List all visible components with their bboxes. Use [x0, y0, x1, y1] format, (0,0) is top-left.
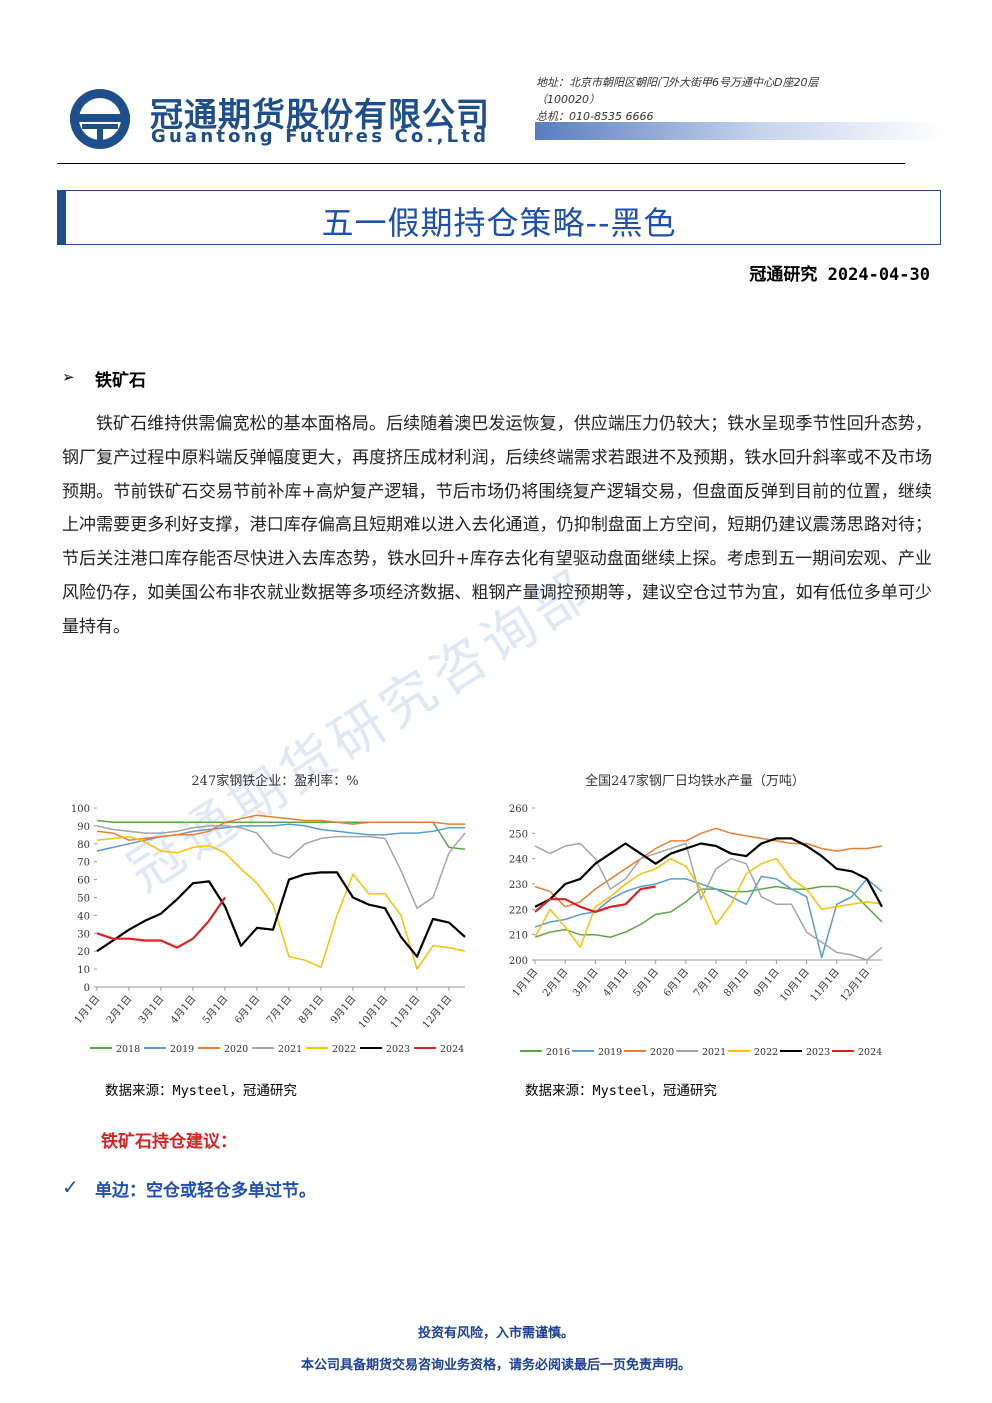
x-tick-label: 4月1日	[168, 993, 198, 1026]
y-tick-label: 60	[77, 876, 90, 887]
x-tick-label: 10月1日	[356, 993, 390, 1031]
chart-title: 全国247家钢厂日均铁水产量（万吨）	[585, 773, 805, 789]
y-tick-label: 0	[84, 983, 90, 994]
x-tick-label: 6月1日	[661, 966, 691, 999]
y-tick-label: 250	[509, 829, 528, 840]
legend-label: 2021	[278, 1044, 302, 1055]
legend-label: 2020	[650, 1047, 674, 1058]
legend-label: 2022	[754, 1047, 778, 1058]
y-tick-label: 70	[77, 858, 90, 869]
series-line	[96, 871, 466, 958]
legend-label: 2020	[224, 1044, 248, 1055]
chart-title: 247家钢铁企业：盈利率：%	[191, 773, 358, 789]
x-tick-label: 3月1日	[570, 966, 600, 999]
x-tick-label: 9月1日	[751, 966, 781, 999]
legend-label: 2023	[386, 1044, 410, 1055]
x-tick-label: 5月1日	[200, 993, 230, 1026]
legend-label: 2019	[170, 1044, 194, 1055]
chart: 全国247家钢厂日均铁水产量（万吨） 200 210 220 230 240 250 260 1…	[509, 773, 883, 1058]
title-box	[57, 190, 941, 245]
x-tick-label: 10月1日	[778, 966, 812, 1004]
legend-label: 2023	[806, 1047, 830, 1058]
source-note: 数据来源：Mysteel，冠通研究	[525, 1083, 717, 1099]
x-tick-label: 7月1日	[264, 993, 294, 1026]
series-line	[534, 885, 656, 913]
x-tick-label: 3月1日	[136, 993, 166, 1026]
series-line	[534, 885, 883, 938]
legend-label: 2016	[546, 1047, 570, 1058]
x-tick-label: 5月1日	[631, 966, 661, 999]
x-tick-label: 2月1日	[540, 966, 570, 999]
company-name-en: Guantong Futures Co.,Ltd	[151, 126, 490, 147]
y-tick-label: 230	[509, 880, 528, 891]
y-tick-label: 240	[509, 855, 528, 866]
legend-label: 2019	[598, 1047, 622, 1058]
check-mark: ✓	[62, 1175, 79, 1199]
legend-label: 2024	[858, 1047, 882, 1058]
byline: 冠通研究 2024-04-30	[749, 265, 930, 285]
x-tick-label: 12月1日	[838, 966, 872, 1004]
x-tick-label: 7月1日	[691, 966, 721, 999]
x-tick-label: 1月1日	[510, 966, 540, 999]
y-tick-label: 260	[509, 804, 528, 815]
section-heading: 铁矿石	[95, 371, 146, 391]
series-line	[96, 835, 466, 970]
x-tick-label: 8月1日	[721, 966, 751, 999]
series-line	[534, 827, 883, 908]
y-tick-label: 30	[77, 929, 90, 940]
y-tick-label: 40	[77, 911, 90, 922]
source-note: 数据来源：Mysteel，冠通研究	[105, 1083, 297, 1099]
x-tick-label: 1月1日	[72, 993, 102, 1026]
advice-item: 单边：空仓或轻仓多单过节。	[95, 1181, 316, 1201]
series-line	[96, 825, 466, 909]
title: 五一假期持仓策略--黑色	[321, 204, 677, 242]
series-line	[96, 896, 226, 949]
y-tick-label: 80	[77, 840, 90, 851]
company-name: 冠通期货股份有限公司	[150, 95, 490, 134]
y-tick-label: 20	[77, 947, 90, 958]
x-tick-label: 6月1日	[232, 993, 262, 1026]
x-tick-label: 2月1日	[104, 993, 134, 1026]
bullet-arrow: ➢	[62, 368, 75, 386]
y-tick-label: 100	[71, 804, 90, 815]
series-line	[96, 814, 465, 841]
y-tick-label: 10	[77, 965, 90, 976]
legend-label: 2021	[702, 1047, 726, 1058]
series-line	[534, 842, 883, 961]
address: 地址：北京市朝阳区朝阳门外大街甲6号万通中心D座20层	[536, 76, 819, 89]
x-tick-label: 11月1日	[388, 993, 422, 1031]
footer-note: 投资有风险，入市需谨慎。	[417, 1326, 574, 1341]
postcode: （100020）	[536, 93, 600, 106]
series-line	[534, 857, 883, 949]
y-tick-label: 210	[509, 931, 528, 942]
y-tick-label: 50	[77, 894, 90, 905]
y-tick-label: 220	[509, 905, 528, 916]
x-tick-label: 4月1日	[601, 966, 631, 999]
x-tick-label: 9月1日	[328, 993, 358, 1026]
legend-label: 2024	[440, 1044, 464, 1055]
footer-note: 本公司具备期货交易咨询业务资格，请务必阅读最后一页免责声明。	[300, 1358, 691, 1373]
chart: 247家钢铁企业：盈利率：% 0 10 20 30 40 50 60 70 80 90 100 1月1日…	[71, 773, 466, 1055]
header-rule	[57, 163, 905, 164]
advice-heading: 铁矿石持仓建议：	[101, 1132, 237, 1152]
x-tick-label: 12月1日	[420, 993, 454, 1031]
series-line	[534, 837, 883, 908]
x-tick-label: 11月1日	[808, 966, 842, 1004]
logo	[70, 89, 130, 149]
header-bar	[535, 122, 945, 140]
legend-label: 2018	[116, 1044, 140, 1055]
phone: 总机：010-8535 6666	[536, 110, 654, 123]
y-tick-label: 90	[77, 822, 90, 833]
x-tick-label: 8月1日	[296, 993, 326, 1026]
paragraph: 铁矿石维持供需偏宽松的基本面格局。后续随着澳巴发运恢复，供应端压力仍较大；铁水呈…	[62, 414, 932, 637]
legend-label: 2022	[332, 1044, 356, 1055]
y-tick-label: 200	[509, 956, 528, 967]
